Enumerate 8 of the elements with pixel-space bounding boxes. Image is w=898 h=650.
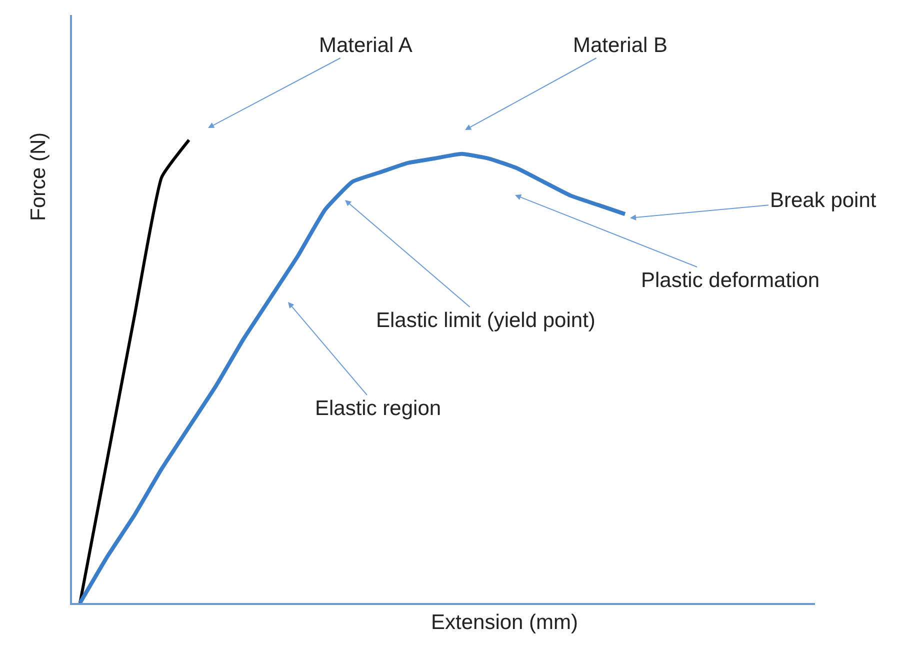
annotation: Elastic region [315,397,442,420]
annotation: Elastic limit (yield point) [376,309,596,332]
x-axis-title: Extension (mm) [431,611,578,634]
text: Material B [573,34,668,57]
text: Plastic deformation [641,269,820,292]
text: Break point [770,189,876,212]
text: Material A [319,34,412,57]
y-axis-title: Force (N) [27,132,50,221]
